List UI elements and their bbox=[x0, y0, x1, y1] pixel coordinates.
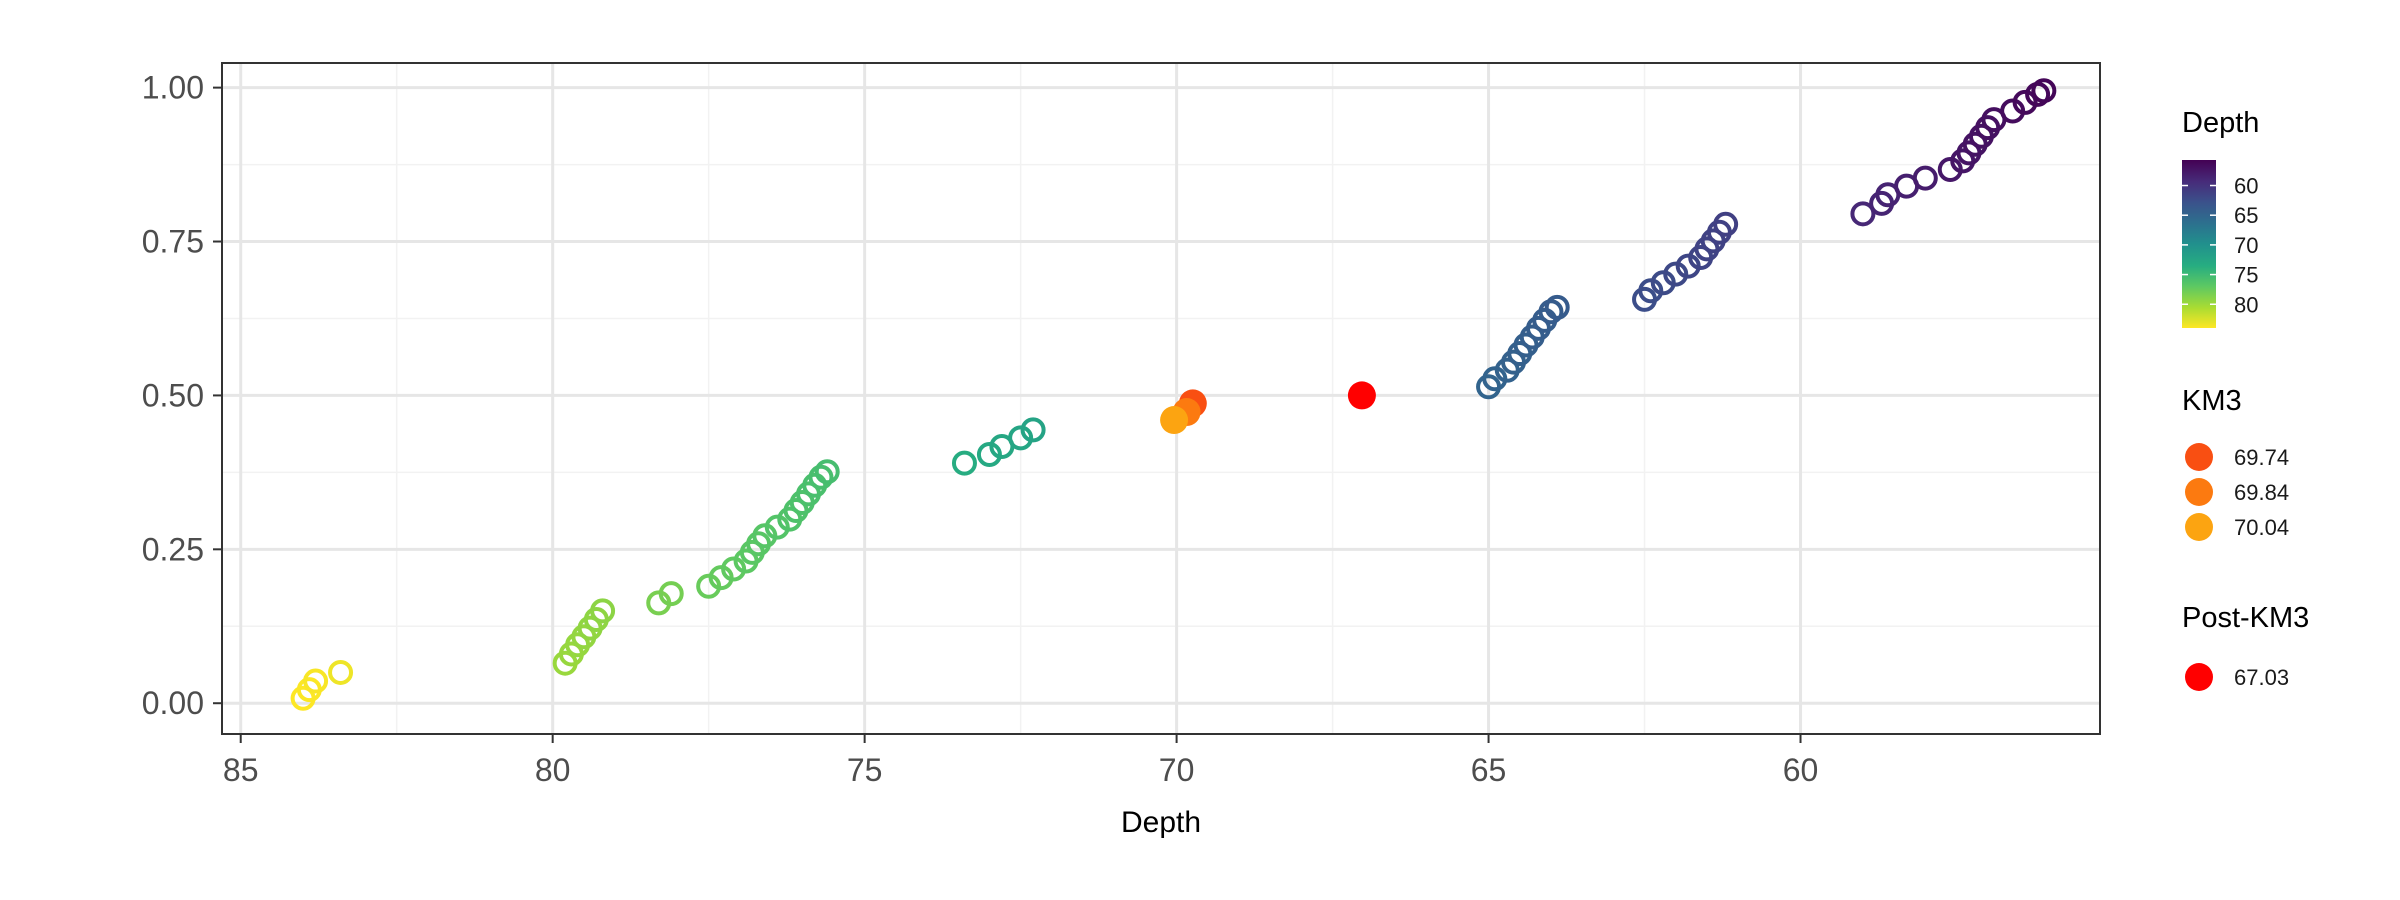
depth-point bbox=[814, 459, 840, 485]
legend-depth-title: Depth bbox=[2182, 107, 2259, 139]
y-tick-label: 0.75 bbox=[142, 224, 204, 260]
legend-km3-label: 70.04 bbox=[2234, 515, 2289, 540]
legend: Depth KM3 Post-KM3 60 65 70 75 80 69.74 69.84 7… bbox=[2182, 107, 2309, 691]
post-km3-point bbox=[1347, 381, 1376, 410]
y-tick-label: 0.25 bbox=[142, 531, 204, 567]
legend-km3-label: 69.74 bbox=[2234, 445, 2289, 470]
depth-point bbox=[328, 659, 354, 685]
legend-post-km3-title: Post-KM3 bbox=[2182, 602, 2309, 634]
data-points bbox=[290, 78, 2057, 711]
x-tick-label: 60 bbox=[1783, 752, 1819, 788]
x-tick-label: 70 bbox=[1159, 752, 1195, 788]
x-tick-label: 75 bbox=[847, 752, 883, 788]
depth-point bbox=[808, 464, 834, 490]
depth-point bbox=[590, 598, 616, 624]
depth-point bbox=[303, 668, 329, 694]
x-axis-title: Depth bbox=[1121, 806, 1201, 839]
y-tick-label: 0.50 bbox=[142, 377, 204, 413]
depth-point bbox=[976, 442, 1002, 468]
legend-km3-key bbox=[2185, 443, 2213, 471]
depth-point bbox=[951, 450, 977, 476]
colorbar-label: 75 bbox=[2234, 263, 2258, 288]
colorbar-label: 80 bbox=[2234, 292, 2258, 317]
panel-border bbox=[221, 62, 2101, 735]
depth-point bbox=[658, 581, 684, 607]
x-tick-label: 65 bbox=[1471, 752, 1507, 788]
axes: 85 80 75 70 65 60 0.00 0.25 0.50 0.75 1.00 bbox=[142, 70, 1819, 788]
legend-post-km3-key bbox=[2185, 663, 2213, 691]
depth-point bbox=[1008, 425, 1034, 451]
y-tick-label: 0.00 bbox=[142, 685, 204, 721]
depth-point bbox=[721, 556, 747, 582]
depth-point bbox=[1020, 417, 1046, 443]
depth-point bbox=[1663, 261, 1689, 287]
legend-km3-key bbox=[2185, 513, 2213, 541]
km3-point bbox=[1160, 406, 1189, 435]
colorbar-label: 70 bbox=[2234, 233, 2258, 258]
depth-point bbox=[764, 514, 790, 540]
depth-point bbox=[2012, 89, 2038, 115]
x-tick-label: 85 bbox=[223, 752, 259, 788]
legend-km3-label: 69.84 bbox=[2234, 480, 2289, 505]
depth-point bbox=[1713, 211, 1739, 237]
y-tick-label: 1.00 bbox=[142, 70, 204, 106]
legend-post-km3-label: 67.03 bbox=[2234, 665, 2289, 690]
depth-point bbox=[1850, 201, 1876, 227]
depth-point bbox=[1912, 165, 1938, 191]
colorbar-label: 60 bbox=[2234, 174, 2258, 199]
x-tick-label: 80 bbox=[535, 752, 571, 788]
legend-km3-title: KM3 bbox=[2182, 385, 2242, 417]
legend-km3-key bbox=[2185, 478, 2213, 506]
depth-point bbox=[1638, 278, 1664, 304]
depth-point bbox=[1544, 294, 1570, 320]
depth-point bbox=[2031, 78, 2057, 104]
colorbar-label: 65 bbox=[2234, 203, 2258, 228]
depth-colorbar bbox=[2182, 160, 2216, 328]
